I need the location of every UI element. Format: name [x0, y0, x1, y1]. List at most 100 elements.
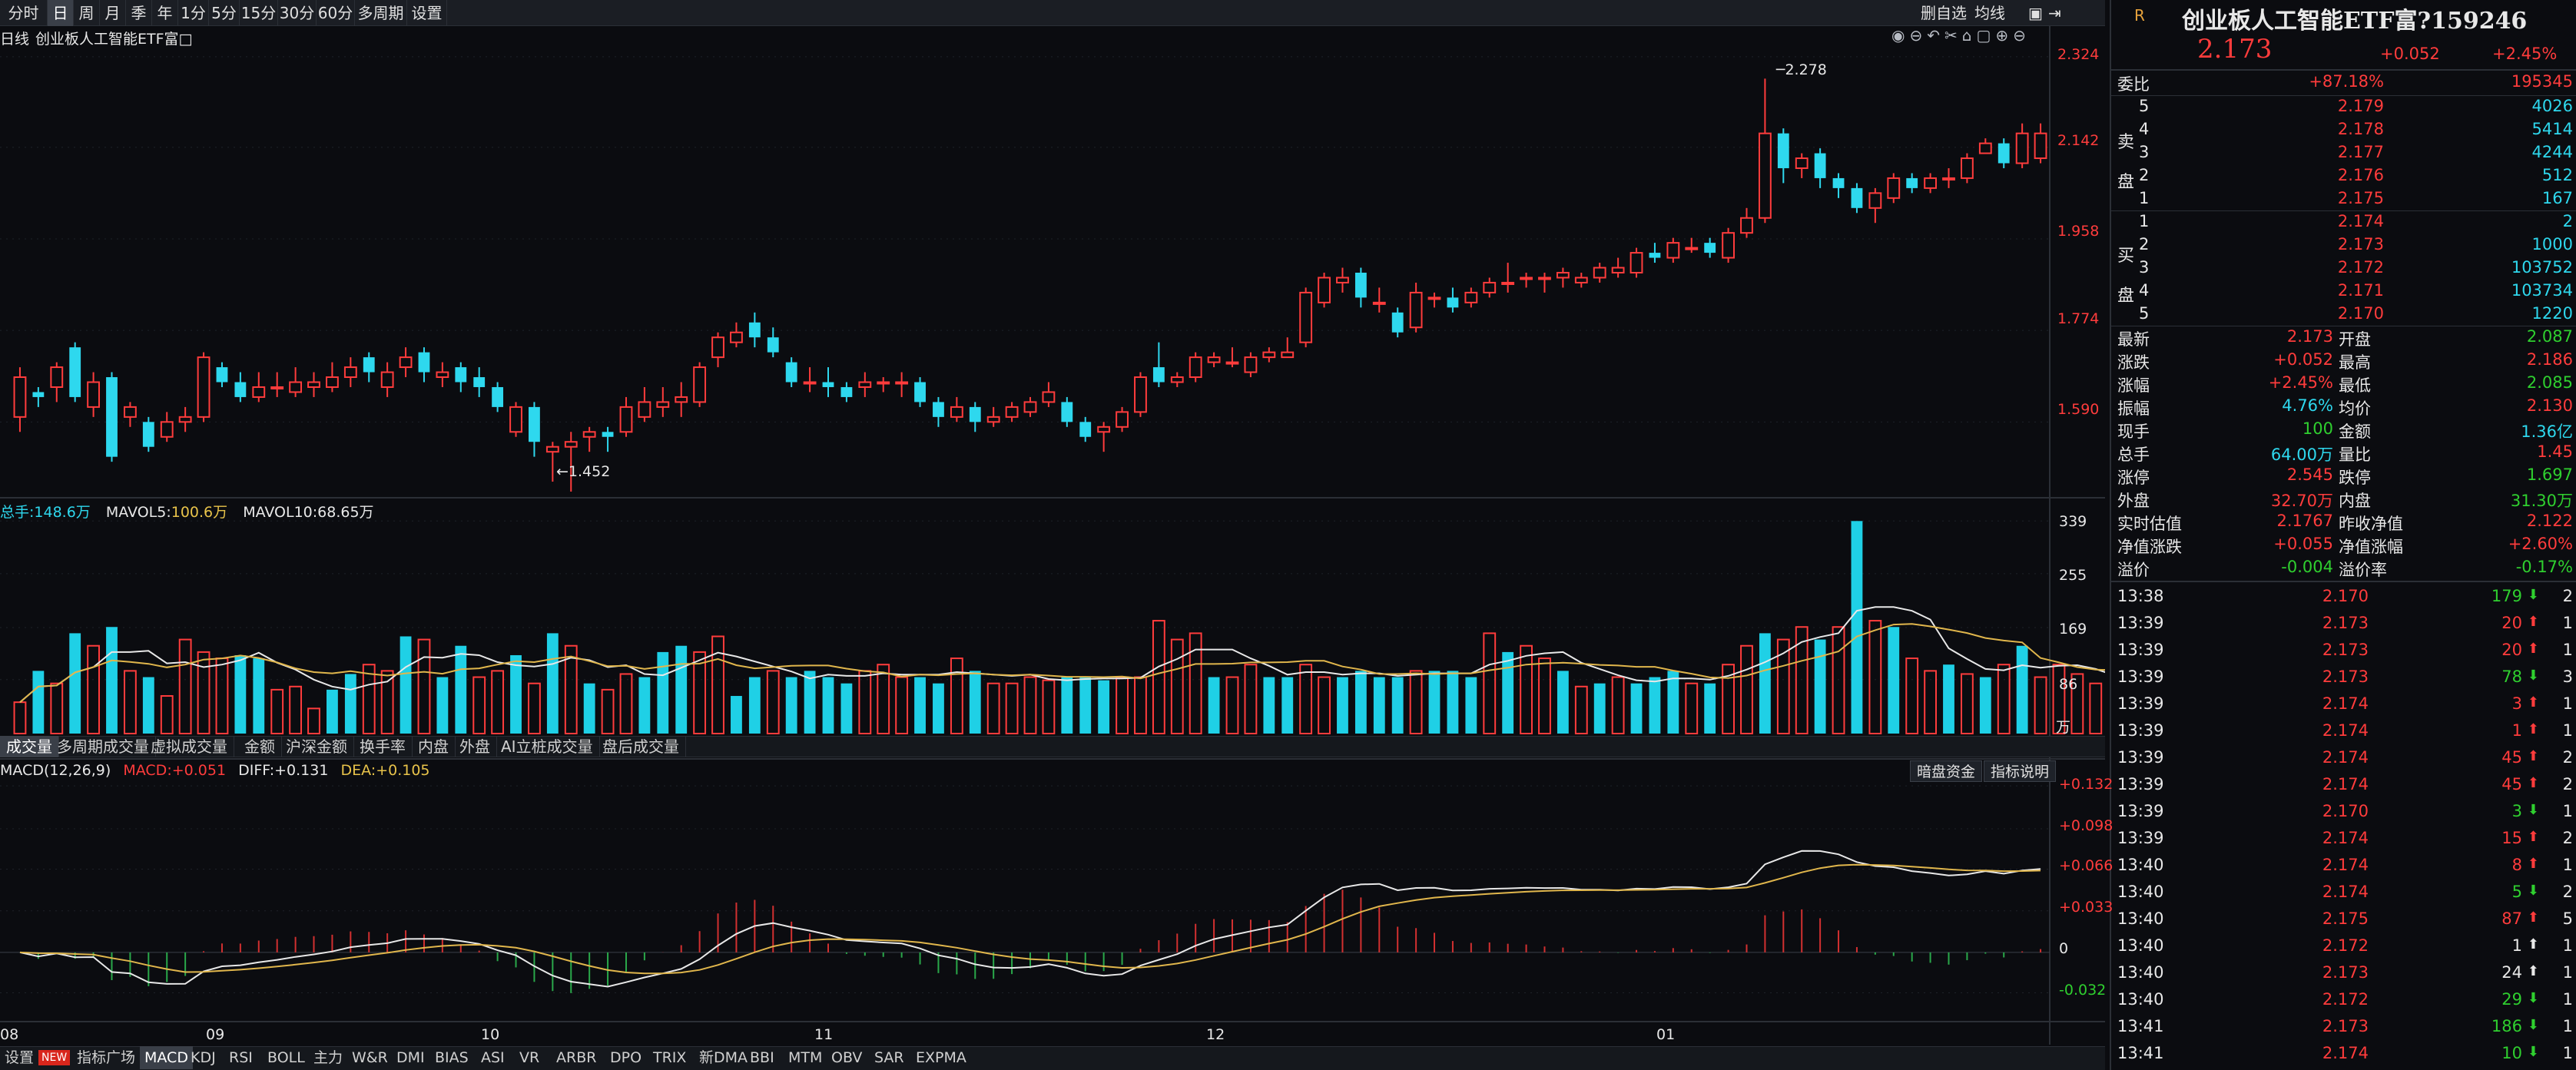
candle	[1666, 242, 1680, 259]
indicator-tab[interactable]: 设置	[5, 1049, 35, 1066]
volume-bar	[69, 633, 81, 734]
period-tab-60min[interactable]: 60分	[317, 0, 355, 26]
remove-watchlist-button[interactable]: 删自选	[1921, 4, 1967, 22]
volume-tab[interactable]: 内盘	[412, 736, 456, 757]
indicator-tab[interactable]: BIAS	[435, 1049, 469, 1066]
indicator-tab[interactable]: ASI	[481, 1049, 505, 1066]
price-axis-label: 1.958	[2057, 223, 2100, 240]
volume-tab[interactable]: 沪深金额	[280, 736, 354, 757]
period-tab-1min[interactable]: 1分	[178, 0, 209, 26]
moving-average-button[interactable]: 均线	[1974, 4, 2005, 22]
zoom-out-icon[interactable]: ⊖	[1909, 26, 1928, 45]
candle	[1299, 291, 1313, 343]
volume-bar	[822, 677, 834, 734]
indicator-tab[interactable]: VR	[519, 1049, 540, 1066]
period-tab-multi[interactable]: 多周期	[355, 0, 407, 26]
indicator-tab[interactable]: 新DMA	[699, 1049, 748, 1066]
indicator-tab[interactable]: W&R	[352, 1049, 388, 1066]
indicator-tab[interactable]: 指标广场	[77, 1049, 136, 1066]
minus-circle-icon[interactable]: ⊖	[2013, 26, 2031, 45]
tick-row: 13:41 2.173 186 ⬇ 1	[2117, 1017, 2573, 1035]
volume-bar	[895, 676, 909, 735]
tick-row: 13:40 2.174 5 ⬇ 2	[2117, 883, 2573, 901]
indicator-tab[interactable]: BBI	[750, 1049, 774, 1066]
quote-stat-row: 涨幅 +2.45% 最低 2.085	[2117, 373, 2573, 395]
volume-tab[interactable]: 外盘	[453, 736, 497, 757]
volume-bar	[455, 645, 467, 734]
period-tab-30min[interactable]: 30分	[278, 0, 317, 26]
volume-tab[interactable]: 多周期成交量	[51, 736, 156, 757]
quote-stat-row: 净值涨跌 +0.055 净值涨幅 +2.60%	[2117, 535, 2573, 556]
candle	[1942, 177, 1955, 181]
period-tab-week[interactable]: 周	[74, 0, 100, 26]
volume-tab[interactable]: 换手率	[353, 736, 413, 757]
lock-icon[interactable]: ▢	[1976, 26, 1996, 45]
volume-bar	[1023, 676, 1037, 735]
arrow-up-icon: ⬆	[2527, 721, 2539, 737]
volume-tab[interactable]: 盘后成交量	[596, 736, 686, 757]
eye-icon[interactable]: ◉	[1891, 26, 1910, 45]
mavol5-line	[19, 606, 2105, 703]
indicator-tab[interactable]: 主力	[313, 1049, 343, 1066]
indicator-tab[interactable]: EXPMA	[916, 1049, 966, 1066]
arrow-down-icon: ⬇	[2527, 1017, 2539, 1033]
candle	[1960, 157, 1974, 179]
kline-chart[interactable]	[0, 0, 2105, 1045]
volume-bar	[289, 685, 303, 734]
candle	[473, 377, 486, 387]
plus-circle-icon[interactable]: ⊕	[1995, 26, 2014, 45]
indicator-tab[interactable]: DPO	[610, 1049, 642, 1066]
volume-bar	[1299, 664, 1313, 734]
volume-bar	[234, 654, 247, 734]
undo-icon[interactable]: ↶	[1927, 26, 1944, 45]
volume-bar	[1134, 676, 1147, 735]
volume-tab[interactable]: 金额	[238, 736, 282, 757]
indicator-tab[interactable]: MTM	[788, 1049, 823, 1066]
period-tab-5min[interactable]: 5分	[209, 0, 240, 26]
indicator-tab[interactable]: BOLL	[267, 1049, 305, 1066]
volume-tab[interactable]: 虚拟成交量	[144, 736, 234, 757]
bookmark-icon[interactable]: ⌂	[1961, 26, 1977, 45]
indicator-tab[interactable]: ARBR	[556, 1049, 597, 1066]
volume-bar	[344, 674, 356, 734]
volume-tab[interactable]: 成交量	[0, 736, 59, 757]
period-tab-day[interactable]: 日	[48, 0, 74, 26]
indicator-tab[interactable]: RSI	[229, 1049, 253, 1066]
volume-tab[interactable]: AI立桩成交量	[495, 736, 600, 757]
candle	[492, 386, 504, 407]
macd-axis-label: +0.098	[2059, 817, 2114, 834]
period-tab-settings[interactable]: 设置	[407, 0, 447, 26]
volume-bar	[1079, 677, 1092, 734]
candle	[234, 382, 247, 397]
indicator-tab[interactable]: TRIX	[653, 1049, 687, 1066]
period-tab-timeshare[interactable]: 分时	[0, 0, 48, 26]
volume-bar	[87, 644, 101, 734]
candle	[50, 366, 64, 388]
indicator-tab[interactable]: KDJ	[191, 1049, 216, 1066]
volume-bar	[253, 658, 265, 734]
indicator-tab[interactable]: OBV	[831, 1049, 863, 1066]
indicator-tab[interactable]: MACD	[140, 1046, 193, 1069]
indicator-help-button[interactable]: 指标说明	[1984, 760, 2057, 782]
crosshair-icon[interactable]: ✂	[1944, 26, 1962, 45]
period-tab-quarter[interactable]: 季	[126, 0, 152, 26]
arrow-down-icon: ⬇	[2527, 668, 2539, 684]
period-tab-15min[interactable]: 15分	[240, 0, 278, 26]
indicator-tab[interactable]: SAR	[874, 1049, 904, 1066]
period-tab-year[interactable]: 年	[152, 0, 178, 26]
indicator-tab[interactable]: DMI	[396, 1049, 425, 1066]
window-restore-icon[interactable]: ▣	[2028, 4, 2043, 22]
arrow-down-icon: ⬇	[2527, 1044, 2539, 1060]
volume-bar	[32, 671, 45, 734]
volume-bar	[1557, 671, 1569, 734]
volume-bar	[1208, 677, 1220, 734]
volume-bar	[693, 651, 707, 735]
mavol10-value: 68.65万	[317, 504, 374, 521]
candle	[950, 406, 963, 418]
period-tab-month[interactable]: 月	[100, 0, 126, 26]
dark-pool-button[interactable]: 暗盘资金	[1910, 760, 1983, 782]
candle	[1354, 273, 1367, 298]
volume-bar	[1520, 644, 1533, 734]
collapse-panel-icon[interactable]: ⇥	[2048, 4, 2061, 22]
candle	[363, 357, 375, 373]
